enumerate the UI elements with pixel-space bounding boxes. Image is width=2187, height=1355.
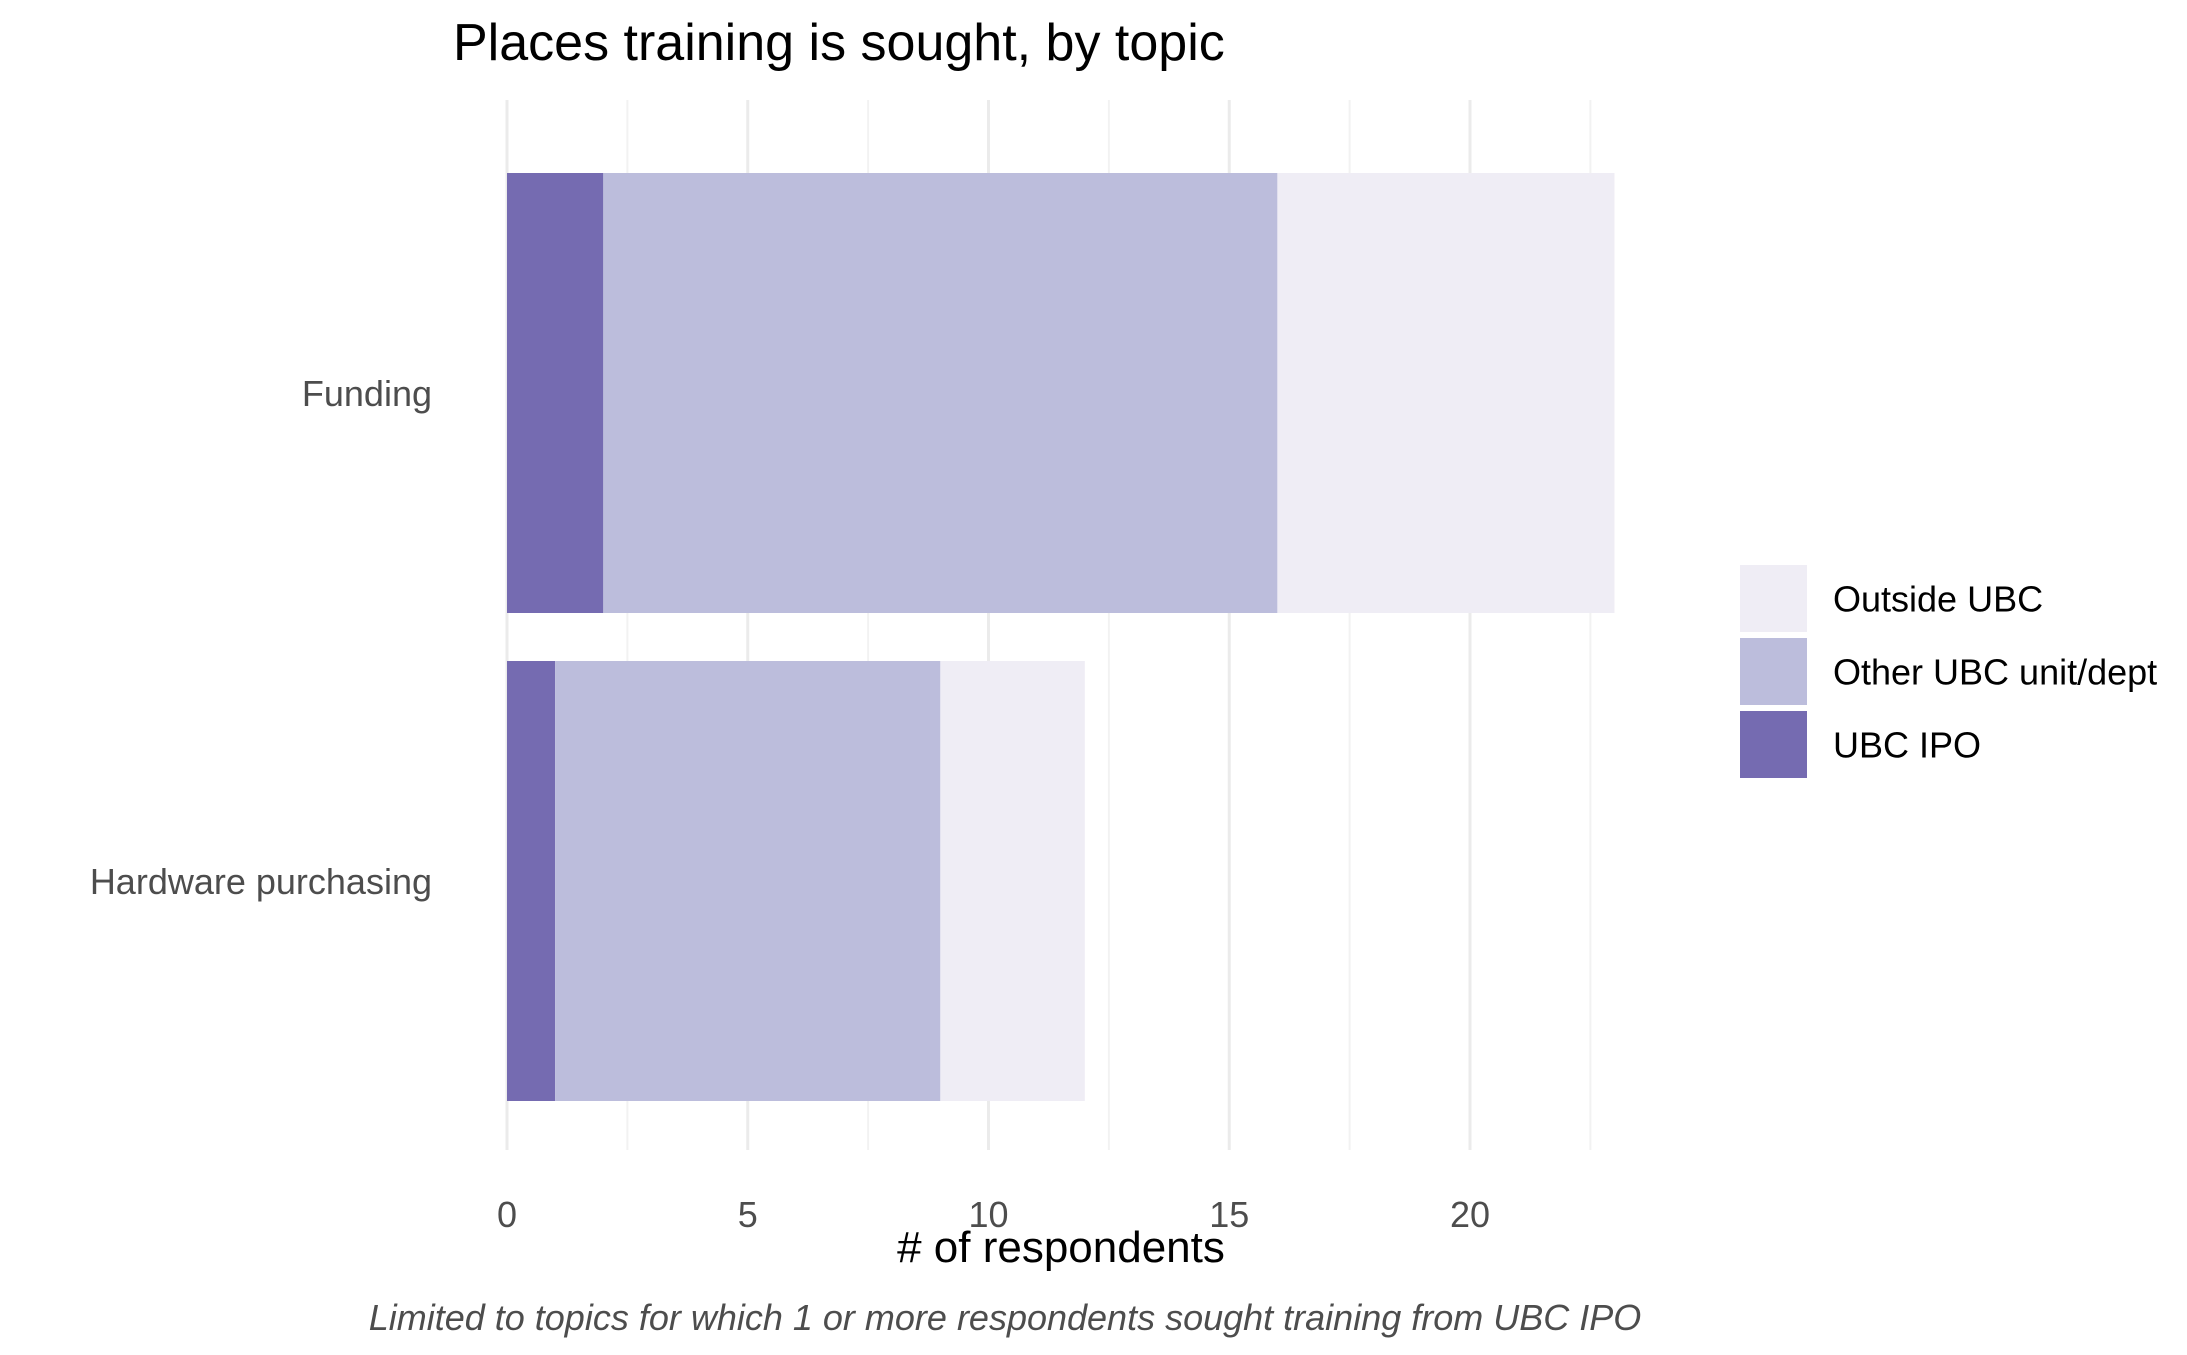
- y-tick-label: Hardware purchasing: [90, 861, 432, 902]
- x-axis: 0 5 10 15 20: [497, 1194, 1490, 1235]
- legend-label: Outside UBC: [1833, 579, 2043, 620]
- x-axis-title: # of respondents: [897, 1223, 1225, 1272]
- chart-caption: Limited to topics for which 1 or more re…: [369, 1297, 1642, 1338]
- chart-title: Places training is sought, by topic: [453, 14, 1225, 72]
- legend-label: Other UBC unit/dept: [1833, 652, 2157, 693]
- bar-segment: [940, 661, 1085, 1101]
- legend-label: UBC IPO: [1833, 725, 1981, 766]
- legend: Outside UBC Other UBC unit/dept UBC IPO: [1740, 565, 2157, 778]
- y-axis: Funding Hardware purchasing: [90, 373, 432, 902]
- x-tick-label: 20: [1450, 1194, 1490, 1235]
- bar-segment: [507, 173, 604, 613]
- x-tick-label: 10: [968, 1194, 1008, 1235]
- legend-swatch: [1740, 565, 1807, 632]
- y-tick-label: Funding: [302, 373, 432, 414]
- x-tick-label: 15: [1209, 1194, 1249, 1235]
- bar-segment: [603, 173, 1278, 613]
- bars: [507, 173, 1615, 1101]
- bar-segment: [555, 661, 941, 1101]
- legend-swatch: [1740, 638, 1807, 705]
- legend-swatch: [1740, 711, 1807, 778]
- bar-segment: [1277, 173, 1615, 613]
- x-tick-label: 5: [738, 1194, 758, 1235]
- x-tick-label: 0: [497, 1194, 517, 1235]
- bar-segment: [507, 661, 556, 1101]
